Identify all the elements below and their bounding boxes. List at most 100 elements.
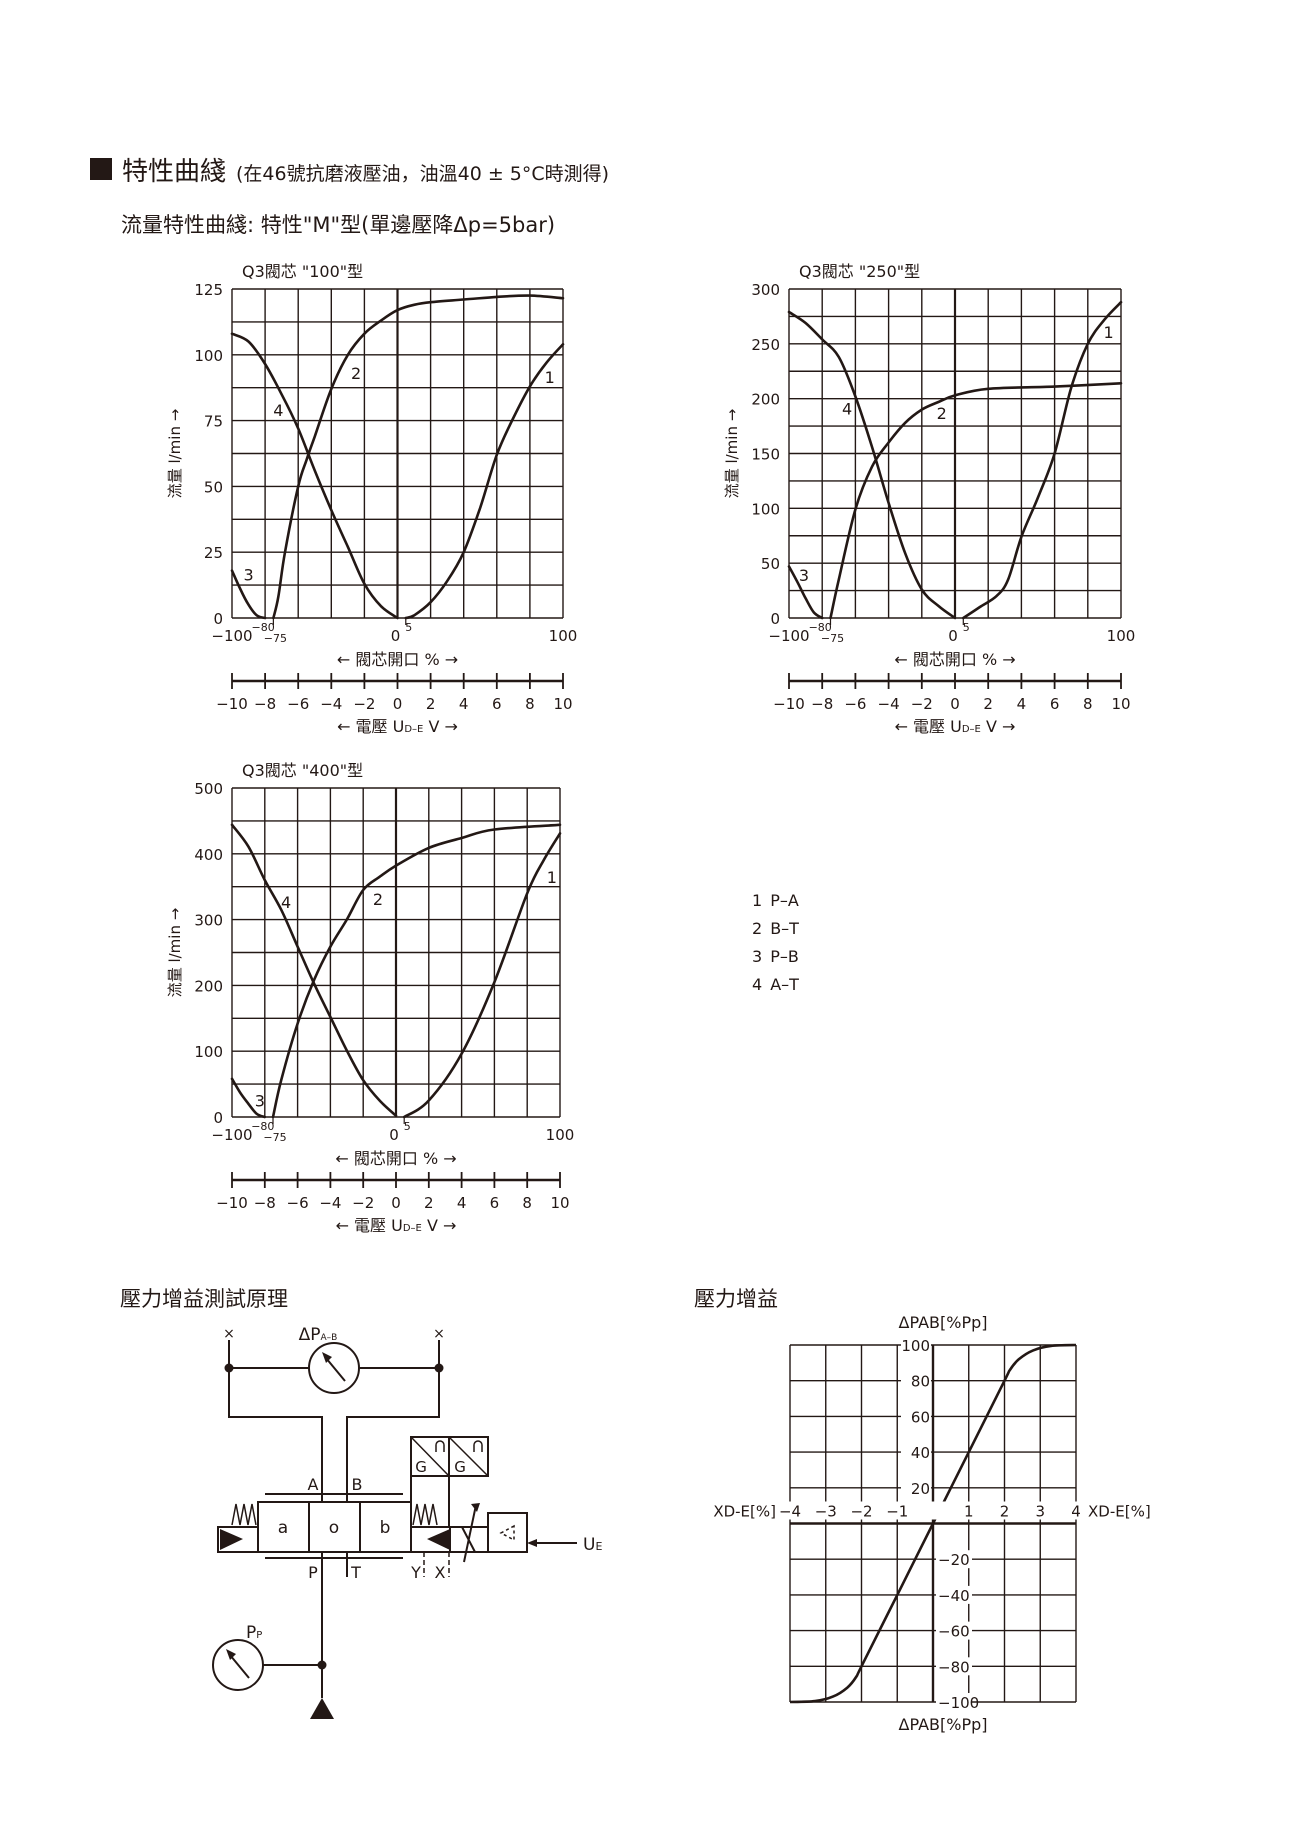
x-tick-label: −1 <box>886 1503 908 1521</box>
x-mark-label: −75 <box>821 632 844 645</box>
y-axis-label: 流量 l/min → <box>723 409 741 499</box>
x-mark-label: −80 <box>251 621 274 634</box>
y-tick-label: 200 <box>751 391 780 409</box>
y-tick-label: 125 <box>194 281 223 299</box>
voltage-tick-label: −2 <box>352 1194 374 1212</box>
curve-label-1: 1 <box>1103 323 1113 342</box>
chart-title: Q3閥芯 "400"型 <box>242 761 363 780</box>
pressure-lines <box>263 1552 348 1698</box>
pressure-gain-curve <box>789 1343 1077 1704</box>
y-axis-label-bottom: ΔPAB[%Pp] <box>899 1715 988 1734</box>
bullet-square-icon <box>90 158 112 180</box>
actuator-left <box>217 1526 259 1553</box>
curve-label-2: 2 <box>351 364 361 383</box>
curve-label-1: 1 <box>545 368 555 387</box>
x-tick-label: −4 <box>779 1503 801 1521</box>
y-tick-label: 80 <box>911 1373 930 1391</box>
voltage-tick-label: −6 <box>844 695 866 713</box>
voltage-tick-label: 2 <box>426 695 436 713</box>
x-tick-label: 3 <box>1035 1503 1045 1521</box>
y-tick-label: 0 <box>770 610 780 628</box>
x-tick-label: 4 <box>1071 1503 1081 1521</box>
x-mark-label: 5 <box>963 621 970 634</box>
voltage-tick-label: 2 <box>983 695 993 713</box>
x-tick-label: 100 <box>549 627 578 645</box>
measurement-lines <box>228 1340 440 1502</box>
y-tick-label: −100 <box>938 1694 979 1712</box>
y-axis-label-top: ΔPAB[%Pp] <box>899 1313 988 1332</box>
sensor-symbol-icon <box>435 1440 483 1452</box>
y-tick-label: 200 <box>194 977 223 995</box>
voltage-tick-label: −2 <box>911 695 933 713</box>
gauge-ab-label: ΔPA–B <box>299 1325 338 1345</box>
x-axis-label: ← 閥芯開口 % → <box>894 650 1015 669</box>
curve-1 <box>402 832 562 1119</box>
curve-legend: 1 P–A 2 B–T 3 P–B 4 A–T <box>752 891 799 994</box>
x-mark-label: 5 <box>405 621 412 634</box>
curve-4 <box>230 823 398 1117</box>
curve-label-3: 3 <box>255 1092 265 1111</box>
circuit-heading: 壓力增益測試原理 <box>120 1287 288 1311</box>
voltage-tick-label: 4 <box>459 695 469 713</box>
voltage-axis-label: ← 電壓 UD–E V → <box>337 717 458 736</box>
y-tick-label: 75 <box>204 413 223 431</box>
voltage-tick-label: −10 <box>773 695 805 713</box>
valve-body-lines <box>265 1493 403 1559</box>
curve-2 <box>829 382 1123 620</box>
port-a-label: A <box>308 1475 319 1494</box>
triangle-left-icon <box>427 1529 450 1550</box>
plug-marker-left: × <box>223 1326 235 1342</box>
x-tick-label: −3 <box>815 1503 837 1521</box>
curve-4 <box>787 310 957 620</box>
voltage-tick-label: −2 <box>353 695 375 713</box>
y-tick-label: −80 <box>938 1658 970 1676</box>
y-tick-label: 0 <box>213 1109 223 1127</box>
port-t-label: T <box>350 1563 361 1582</box>
voltage-tick-label: 6 <box>1050 695 1060 713</box>
legend-item-2: 2 B–T <box>752 919 799 938</box>
x-tick-label: −100 <box>211 1126 252 1144</box>
voltage-tick-label: 4 <box>1017 695 1027 713</box>
position-b-label: b <box>380 1518 391 1538</box>
x-mark-label: −80 <box>809 621 832 634</box>
port-b-label: B <box>352 1475 363 1494</box>
position-o-label: o <box>329 1518 339 1538</box>
section-title-text: 特性曲綫 <box>122 157 226 187</box>
pilot-lines <box>423 1552 450 1577</box>
y-tick-label: 100 <box>751 500 780 518</box>
voltage-tick-label: −6 <box>287 695 309 713</box>
voltage-tick-label: 8 <box>525 695 535 713</box>
x-axis-label-right: XD-E[%] <box>1088 1503 1151 1521</box>
voltage-axis-label: ← 電壓 UD–E V → <box>895 717 1016 736</box>
curve-label-4: 4 <box>842 400 852 419</box>
junction-dot <box>224 1363 234 1373</box>
y-tick-label: 400 <box>194 846 223 864</box>
voltage-tick-label: −6 <box>287 1194 309 1212</box>
y-tick-label: 20 <box>911 1480 930 1498</box>
differential-pressure-gauge-icon <box>308 1342 360 1394</box>
curve-label-2: 2 <box>373 890 383 909</box>
curve-label-1: 1 <box>547 868 557 887</box>
y-tick-label: 25 <box>204 544 223 562</box>
legend-item-3: 3 P–B <box>752 947 799 966</box>
x-axis-label: ← 閥芯開口 % → <box>337 650 458 669</box>
x-tick-label: 0 <box>389 1126 399 1144</box>
junction-dot <box>434 1363 444 1373</box>
voltage-tick-label: −10 <box>216 695 248 713</box>
spring-left-icon <box>231 1503 257 1526</box>
pressure-gain-chart: −4 −3 −2 −1 1 2 3 4 XD-E[%] XD-E[%] 100 80 60 40 20 −20… <box>713 1313 1150 1734</box>
y-axis-label: 流量 l/min → <box>166 409 184 499</box>
voltage-tick-label: 10 <box>550 1194 569 1212</box>
y-tick-label: 100 <box>194 347 223 365</box>
voltage-tick-label: 6 <box>490 1194 500 1212</box>
x-tick-label: −100 <box>211 627 252 645</box>
chart-title: Q3閥芯 "100"型 <box>242 262 363 281</box>
x-mark-label: −75 <box>263 1131 286 1144</box>
x-tick-label: 0 <box>948 627 958 645</box>
x-mark-label: −80 <box>251 1120 274 1133</box>
x-tick-label: −2 <box>850 1503 872 1521</box>
